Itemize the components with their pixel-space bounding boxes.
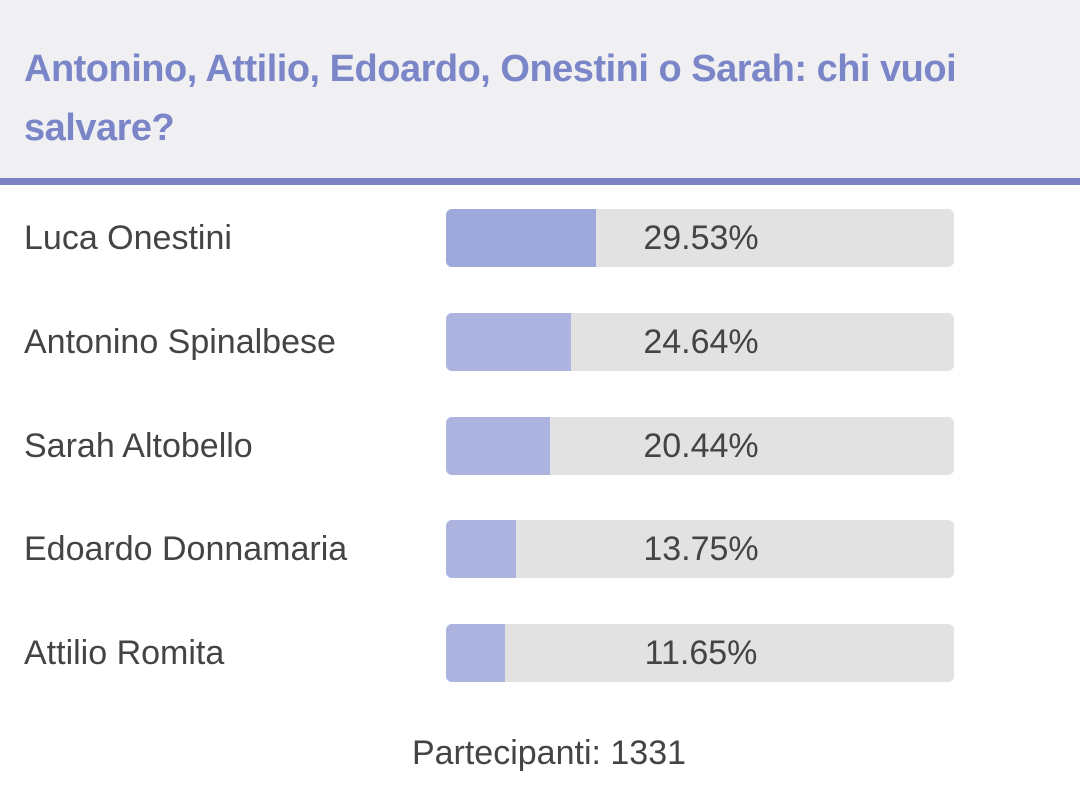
option-label: Attilio Romita xyxy=(24,634,225,673)
bar-track: 13.75% xyxy=(446,520,954,579)
poll-header: Antonino, Attilio, Edoardo, Onestini o S… xyxy=(0,0,1080,185)
option-label: Antonino Spinalbese xyxy=(24,322,336,361)
bar xyxy=(446,416,550,475)
poll-option: Luca Onestini 29.53% xyxy=(0,209,1080,267)
percent-label: 11.65% xyxy=(644,634,758,673)
poll-title: Antonino, Attilio, Edoardo, Onestini o S… xyxy=(24,48,957,149)
participants: Partecipanti: 1331 xyxy=(411,734,687,772)
percent-label: 29.53% xyxy=(643,219,759,257)
bar xyxy=(446,520,516,579)
poll-option: Attilio Romita 11.65% xyxy=(0,624,1080,683)
percent-label: 24.64% xyxy=(643,322,759,361)
poll-option: Antonino Spinalbese 24.64% xyxy=(0,312,1080,371)
poll-option: Edoardo Donnamaria 13.75% xyxy=(0,520,1080,579)
bar xyxy=(446,209,596,267)
bar-track: 24.64% xyxy=(446,312,954,371)
option-label: Sarah Altobello xyxy=(24,426,253,465)
bar-track: 20.44% xyxy=(446,416,954,475)
bar xyxy=(446,624,506,683)
bar-track: 11.65% xyxy=(446,624,954,683)
bar-track: 29.53% xyxy=(446,209,954,267)
poll-option: Sarah Altobello 20.44% xyxy=(0,416,1080,475)
percent-label: 13.75% xyxy=(643,530,759,569)
percent-label: 20.44% xyxy=(643,426,759,465)
option-label: Edoardo Donnamaria xyxy=(24,530,348,569)
option-label: Luca Onestini xyxy=(24,219,232,257)
bar xyxy=(446,312,572,371)
